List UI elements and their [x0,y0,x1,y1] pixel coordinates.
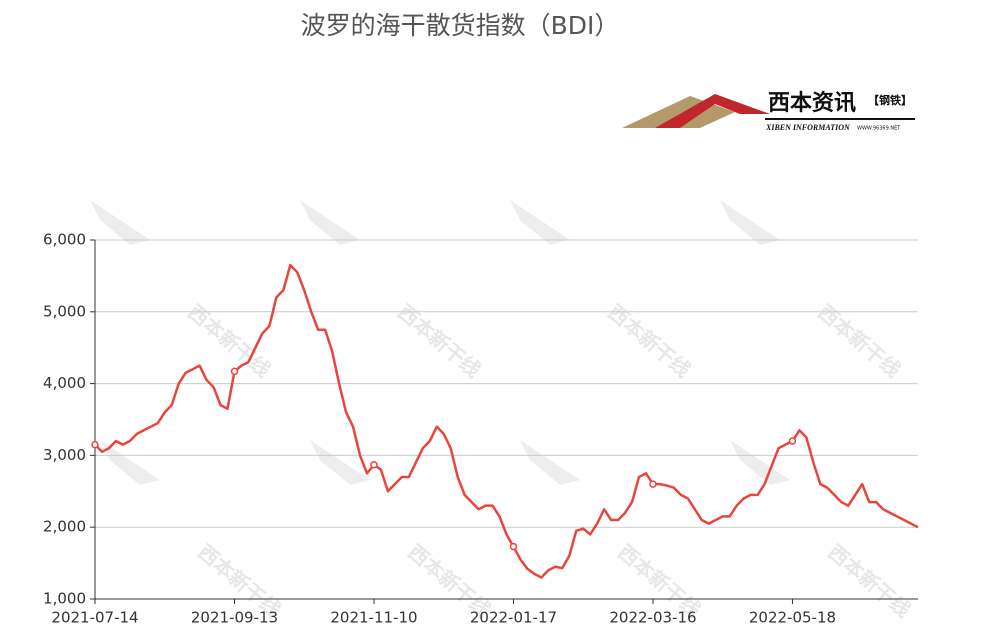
y-tick-label: 1,000 [43,590,86,608]
chart-title: 波罗的海干散货指数（BDI） [301,11,620,40]
watermark-shape [100,440,160,485]
point-marker [370,460,378,469]
watermark-shape [310,440,370,485]
y-tick-label: 3,000 [43,446,86,464]
y-tick-label: 6,000 [43,231,86,249]
logo-tag: 【钢铁】 [868,93,912,107]
y-tick-label: 5,000 [43,302,86,320]
logo-english: XIBEN INFORMATION [765,123,851,132]
x-tick-label: 2021-07-14 [51,609,138,627]
logo-shape [655,94,770,128]
watermark-shape [510,200,570,245]
y-tick-label: 2,000 [43,518,86,536]
logo: 西本资讯 【钢铁】 XIBEN INFORMATION WWW.96369.NE… [622,91,915,132]
watermark-shape [720,200,780,245]
logo-name: 西本资讯 [768,91,856,116]
point-marker [788,437,797,445]
y-tick-label: 4,000 [43,374,86,392]
point-marker [649,480,657,488]
watermark-shape [90,200,150,245]
logo-rule [765,118,915,120]
watermark-shape [300,200,360,245]
point-marker [91,440,99,449]
x-tick-label: 2021-11-10 [330,609,417,627]
point-marker [509,542,518,551]
watermark-text: 西本新干线 [823,540,915,623]
watermark-shape [520,440,580,485]
watermark-shape [730,440,790,485]
x-tick-label: 2022-05-18 [749,609,836,627]
x-tick-label: 2022-01-17 [470,609,557,627]
line [94,263,919,579]
point-marker [230,367,239,376]
x-tick-label: 2022-03-16 [609,609,696,627]
x-tick-label: 2021-09-13 [191,609,278,627]
logo-url: WWW.96369.NET [857,126,901,132]
